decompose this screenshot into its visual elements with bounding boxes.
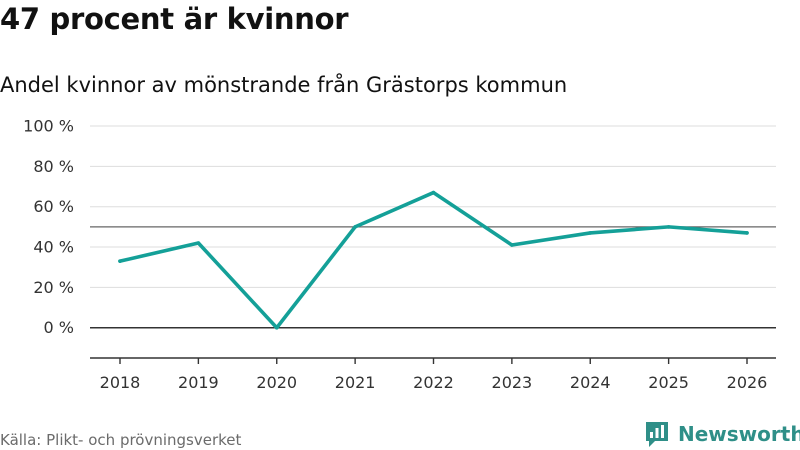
series-line (118, 190, 749, 330)
data-point (431, 190, 436, 195)
y-tick-label: 20 % (33, 278, 74, 297)
data-point (745, 231, 749, 235)
brand-logo: Newsworthy (644, 420, 800, 448)
data-point (353, 225, 357, 229)
newsworthy-logo-icon (646, 422, 668, 447)
x-tick-label: 2026 (727, 373, 768, 392)
y-tick-label: 80 % (33, 157, 74, 176)
x-tick-label: 2018 (100, 373, 141, 392)
x-tick-label: 2019 (178, 373, 219, 392)
x-tick-label: 2021 (335, 373, 376, 392)
y-tick-label: 100 % (23, 117, 74, 136)
x-tick-label: 2024 (570, 373, 611, 392)
brand-name: Newsworthy (678, 422, 800, 446)
y-tick-label: 0 % (44, 318, 74, 337)
chart-title: 47 procent är kvinnor (0, 2, 349, 36)
y-tick-label: 60 % (33, 197, 74, 216)
data-point (666, 225, 671, 229)
x-tick-label: 2023 (492, 373, 533, 392)
data-point (274, 325, 279, 330)
data-point (118, 259, 122, 263)
source-note: Källa: Plikt- och prövningsverket (0, 431, 242, 449)
x-tick-label: 2020 (256, 373, 297, 392)
data-point (588, 231, 593, 235)
x-tick-label: 2025 (648, 373, 689, 392)
data-point (510, 243, 514, 247)
data-point (196, 241, 201, 245)
chart-subtitle: Andel kvinnor av mönstrande från Grästor… (0, 73, 568, 97)
y-tick-label: 40 % (33, 238, 74, 257)
x-tick-label: 2022 (413, 373, 454, 392)
